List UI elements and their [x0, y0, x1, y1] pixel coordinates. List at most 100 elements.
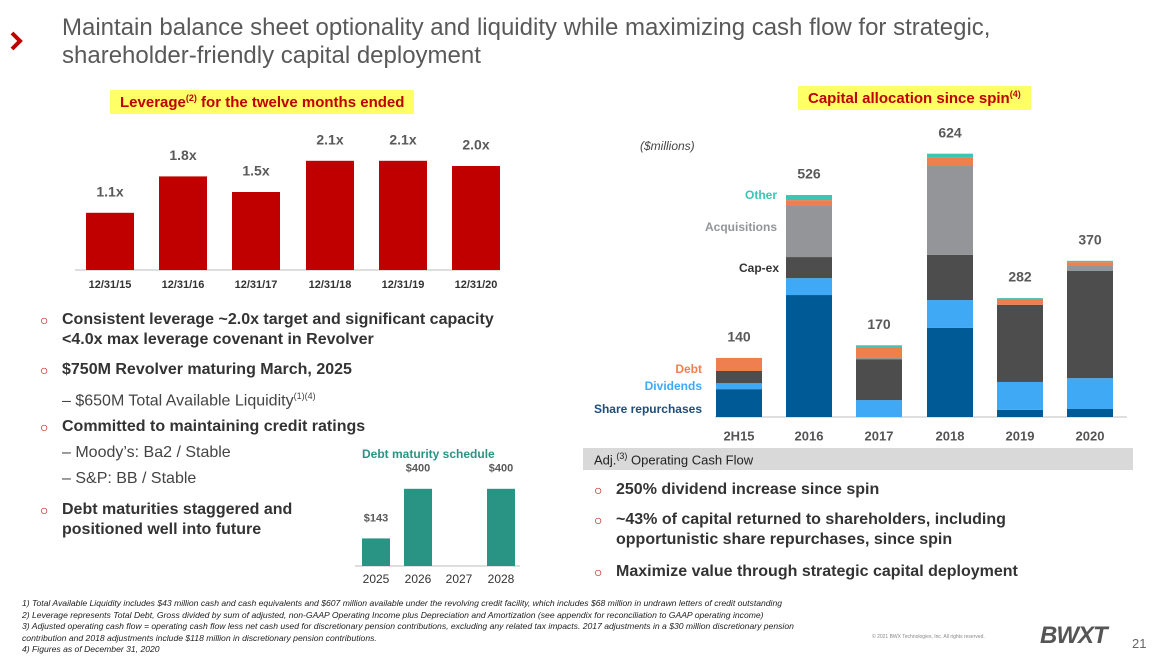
bar-segment	[997, 304, 1043, 382]
bar-segment	[856, 400, 902, 417]
legend-label: Debt	[675, 362, 702, 376]
bar-segment	[856, 345, 902, 347]
bar-segment	[786, 195, 832, 201]
bullet-line: Maximize value through strategic capital…	[616, 563, 1018, 580]
bullet-line: 250% dividend increase since spin	[616, 481, 880, 498]
chevron	[10, 31, 23, 51]
t: (3)	[616, 451, 628, 461]
sub-bullet: – $650M Total Available Liquidity(1)(4)	[62, 386, 352, 411]
sub-bullet: – S&P: BB / Stable	[62, 469, 365, 489]
bar-segment	[927, 327, 973, 417]
sub-part: (1)(4)	[293, 391, 316, 401]
total-label: 282	[1008, 269, 1032, 285]
bar	[159, 176, 207, 270]
bar-segment	[786, 200, 832, 206]
bullet-marker: ○	[40, 312, 49, 328]
sub-part: – Moody’s: Ba2 / Stable	[62, 444, 231, 461]
x-tick-label: 2016	[795, 428, 824, 443]
t: (4)	[1009, 89, 1021, 99]
bar	[86, 212, 134, 270]
value-label: 1.1x	[96, 184, 123, 200]
bar-segment	[927, 300, 973, 328]
x-tick-label: 12/31/19	[382, 279, 425, 291]
x-tick-label: 12/31/20	[455, 279, 498, 291]
bullet: ○ 250% dividend increase since spin	[594, 480, 880, 500]
value-label: 1.5x	[242, 163, 269, 179]
bullet: ○ $750M Revolver maturing March, 2025 – $6…	[40, 360, 352, 411]
bar	[306, 160, 354, 270]
capital-title: Capital allocation since spin(4)	[798, 86, 1031, 110]
copyright: © 2021 BWX Technologies, Inc. All rights…	[872, 634, 985, 640]
x-tick-label: 2018	[936, 428, 965, 443]
t: Capital allocation since spin	[808, 90, 1010, 107]
t: for the twelve months ended	[196, 94, 405, 111]
bullet-line: positioned well into future	[62, 521, 262, 538]
bar-segment	[1067, 262, 1113, 266]
bar-segment	[927, 157, 973, 166]
value-label: $143	[364, 512, 388, 524]
t: (2)	[185, 93, 197, 103]
bar-segment	[997, 409, 1043, 417]
x-tick-label: 2028	[488, 572, 515, 586]
bar	[379, 160, 427, 270]
bar-segment	[1067, 270, 1113, 379]
bar-segment	[927, 165, 973, 255]
bullet-marker: ○	[40, 502, 49, 518]
value-label: 2.1x	[316, 132, 343, 148]
x-tick-label: 2027	[446, 572, 473, 586]
bar-segment	[997, 297, 1043, 299]
t: Operating Cash Flow	[627, 452, 754, 468]
x-tick-label: 2020	[1076, 428, 1105, 443]
total-label: 140	[727, 329, 751, 345]
bar-segment	[997, 381, 1043, 410]
total-label: 370	[1078, 232, 1102, 248]
bar-segment	[1067, 408, 1113, 417]
bullet-line: Consistent leverage ~2.0x target and sig…	[62, 311, 494, 328]
bullet-line: opportunistic share repurchases, since s…	[616, 531, 953, 548]
bullet-marker: ○	[594, 512, 603, 528]
value-label: 2.0x	[462, 137, 489, 153]
value-label: $400	[489, 463, 513, 475]
leverage-title: Leverage(2) for the twelve months ended	[110, 90, 415, 114]
value-label: 1.8x	[169, 147, 196, 163]
legend-label: Acquisitions	[705, 220, 777, 234]
footnote: 4) Figures as of December 31, 2020	[22, 644, 160, 654]
bullet-line: <4.0x max leverage covenant in Revolver	[62, 331, 374, 348]
bar	[452, 166, 500, 270]
ocf-label: Adj.(3) Operating Cash Flow	[594, 451, 753, 467]
x-tick-label: 2017	[865, 428, 894, 443]
bullet: ○ Consistent leverage ~2.0x target and si…	[40, 310, 494, 350]
title-line: Maintain balance sheet optionality and l…	[62, 14, 991, 41]
bar	[362, 538, 390, 566]
bar-segment	[856, 357, 902, 360]
bar-segment	[786, 295, 832, 417]
bullet-marker: ○	[40, 362, 49, 378]
x-tick-label: 2019	[1006, 428, 1035, 443]
slide-title: Maintain balance sheet optionality and l…	[62, 14, 990, 70]
x-tick-label: 2H15	[723, 428, 754, 443]
x-tick-label: 2025	[363, 572, 390, 586]
bullet-marker: ○	[40, 419, 49, 435]
legend-label: Cap-ex	[739, 261, 779, 275]
bar-segment	[716, 389, 762, 417]
footnote: contribution and 2018 adjustments includ…	[22, 632, 377, 643]
sub-part: – $650M Total Available Liquidity	[62, 392, 294, 410]
bar-segment	[1067, 265, 1113, 271]
total-label: 526	[797, 166, 821, 182]
x-tick-label: 12/31/18	[309, 279, 352, 291]
legend-label: Other	[745, 188, 777, 202]
footnote: 3) Adjusted operating cash flow = operat…	[22, 621, 794, 631]
bar-segment	[786, 206, 832, 258]
bullet-marker: ○	[594, 564, 603, 580]
sub-bullet: – Moody’s: Ba2 / Stable	[62, 443, 365, 463]
bullet-marker: ○	[594, 482, 603, 498]
bar-segment	[1067, 378, 1113, 409]
bullet: ○ Debt maturities staggered and positioned…	[40, 500, 293, 540]
bullet-line: Debt maturities staggered and	[62, 501, 293, 518]
bullet-line: Committed to maintaining credit ratings	[62, 418, 366, 435]
bar-segment	[927, 153, 973, 158]
bar	[487, 488, 515, 566]
bar-segment	[856, 359, 902, 401]
footnote: 2) Leverage represents Total Debt, Gross…	[22, 609, 764, 620]
footnote: 1) Total Available Liquidity includes $4…	[22, 598, 783, 608]
